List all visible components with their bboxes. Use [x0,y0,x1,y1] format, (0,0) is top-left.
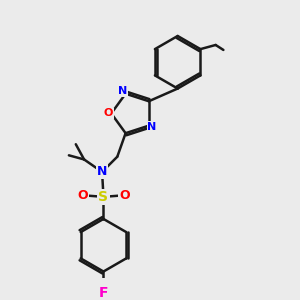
Text: F: F [99,286,108,300]
Text: S: S [98,190,109,204]
Text: O: O [77,189,88,202]
Text: N: N [97,165,107,178]
Text: N: N [118,86,127,97]
Text: O: O [104,108,113,118]
Text: O: O [119,189,130,202]
Text: N: N [148,122,157,132]
